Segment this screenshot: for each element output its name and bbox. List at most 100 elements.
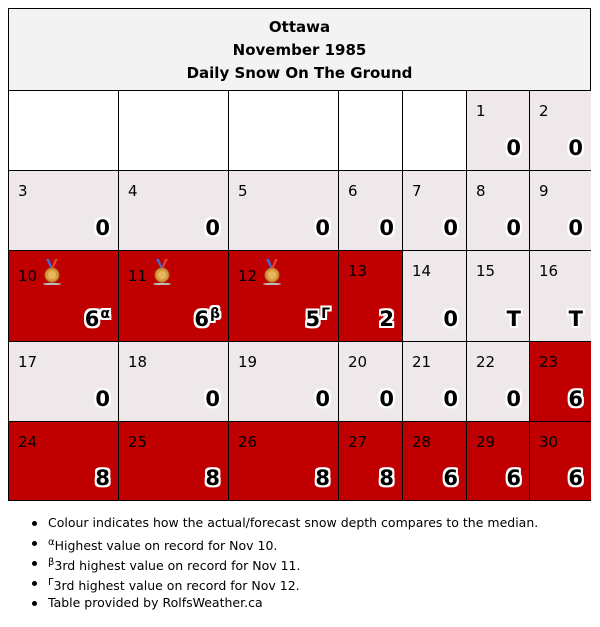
note-text: Colour indicates how the actual/forecast… <box>48 515 539 530</box>
note-item: Colour indicates how the actual/forecast… <box>30 513 538 533</box>
medal-icon <box>261 259 283 286</box>
day-number: 15 <box>476 262 496 280</box>
snow-depth-number: 0 <box>506 387 521 411</box>
day-number: 29 <box>476 433 496 451</box>
snow-depth-number: 8 <box>205 466 220 490</box>
snow-depth-value: 6α <box>85 306 110 331</box>
day-number: 25 <box>128 433 148 451</box>
snow-depth-value: 0 <box>506 136 521 160</box>
day-cell: 17 0 <box>9 342 118 421</box>
snow-depth-value: 0 <box>315 387 330 411</box>
snow-depth-number: 0 <box>379 216 394 240</box>
day-cell: 23 6 <box>530 342 591 421</box>
day-cell: 26 8 <box>229 422 338 500</box>
snow-depth-number: 8 <box>379 466 394 490</box>
day-cell: 25 8 <box>119 422 228 500</box>
day-cell: 27 8 <box>339 422 402 500</box>
day-cell: 22 0 <box>467 342 529 421</box>
snow-depth-value: 8 <box>379 466 394 490</box>
snow-depth-value: 0 <box>205 216 220 240</box>
city-title: Ottawa <box>268 18 331 36</box>
day-number: 17 <box>18 353 38 371</box>
snow-depth-number: 8 <box>95 466 110 490</box>
day-cell: 28 6 <box>403 422 466 500</box>
empty-day-cell <box>229 91 338 170</box>
record-marker: α <box>100 306 110 322</box>
note-text: 3rd highest value on record for Nov 11. <box>54 558 301 573</box>
snow-depth-number: 0 <box>506 216 521 240</box>
snow-depth-value: 8 <box>315 466 330 490</box>
day-number: 1 <box>476 102 486 120</box>
snow-depth-number: 6 <box>568 466 583 490</box>
day-cell: 15 T <box>467 251 529 341</box>
snow-depth-number: 5 <box>305 307 321 331</box>
day-number: 22 <box>476 353 496 371</box>
snow-calendar: Ottawa November 1985 Daily Snow On The G… <box>8 8 591 501</box>
day-cell: 11 6β <box>119 251 228 341</box>
day-number: 27 <box>348 433 368 451</box>
snow-depth-number: 0 <box>205 387 220 411</box>
day-number: 21 <box>412 353 432 371</box>
note-item: β3rd highest value on record for Nov 11. <box>30 553 538 573</box>
day-number: 10 <box>18 267 38 285</box>
calendar-subtitle: Daily Snow On The Ground <box>186 64 413 82</box>
day-number: 11 <box>128 267 148 285</box>
day-cell: 12 5Γ <box>229 251 338 341</box>
day-cell: 24 8 <box>9 422 118 500</box>
empty-day-cell <box>9 91 118 170</box>
day-number: 26 <box>238 433 258 451</box>
day-cell: 30 6 <box>530 422 591 500</box>
snow-depth-value: 0 <box>379 216 394 240</box>
day-number: 6 <box>348 182 358 200</box>
day-cell: 16 T <box>530 251 591 341</box>
medal-icon <box>41 259 63 286</box>
day-cell: 29 6 <box>467 422 529 500</box>
day-number: 18 <box>128 353 148 371</box>
day-cell: 18 0 <box>119 342 228 421</box>
snow-depth-value: 0 <box>506 387 521 411</box>
day-number: 28 <box>412 433 432 451</box>
day-number: 4 <box>128 182 138 200</box>
snow-depth-value: 8 <box>95 466 110 490</box>
day-number: 30 <box>539 433 559 451</box>
snow-depth-value: 6 <box>568 466 583 490</box>
snow-depth-value: 6 <box>443 466 458 490</box>
snow-depth-number: 8 <box>315 466 330 490</box>
note-marker: β <box>48 557 55 568</box>
snow-depth-value: 6 <box>506 466 521 490</box>
day-number: 23 <box>539 353 559 371</box>
snow-depth-number: 0 <box>205 216 220 240</box>
snow-depth-number: T <box>568 307 583 331</box>
empty-day-cell <box>339 91 402 170</box>
day-number: 9 <box>539 182 549 200</box>
note-text: Table provided by RolfsWeather.ca <box>48 595 263 610</box>
day-cell: 14 0 <box>403 251 466 341</box>
snow-depth-value: 0 <box>205 387 220 411</box>
snow-depth-number: 6 <box>506 466 521 490</box>
empty-day-cell <box>119 91 228 170</box>
snow-depth-number: 0 <box>443 307 458 331</box>
snow-depth-value: 8 <box>205 466 220 490</box>
day-cell: 19 0 <box>229 342 338 421</box>
day-number: 13 <box>348 262 368 280</box>
snow-depth-number: 0 <box>95 387 110 411</box>
day-number: 14 <box>412 262 432 280</box>
note-item: αHighest value on record for Nov 10. <box>30 533 538 553</box>
day-number: 7 <box>412 182 422 200</box>
day-number: 19 <box>238 353 258 371</box>
day-number: 3 <box>18 182 28 200</box>
day-number: 12 <box>238 267 258 285</box>
snow-depth-number: 6 <box>84 307 100 331</box>
snow-depth-value: 2 <box>379 307 394 331</box>
note-item: Table provided by RolfsWeather.ca <box>30 593 538 613</box>
calendar-grid: 1 0 2 0 3 0 4 0 5 0 6 0 7 0 8 0 9 0 10 6α 11 6β 12 5Γ 13 2 14 0 15 T 1… <box>9 91 591 500</box>
note-marker: Γ <box>48 577 54 588</box>
snow-depth-number: 0 <box>315 387 330 411</box>
snow-depth-number: 6 <box>443 466 458 490</box>
snow-depth-value: 0 <box>95 387 110 411</box>
month-title: November 1985 <box>232 41 367 59</box>
